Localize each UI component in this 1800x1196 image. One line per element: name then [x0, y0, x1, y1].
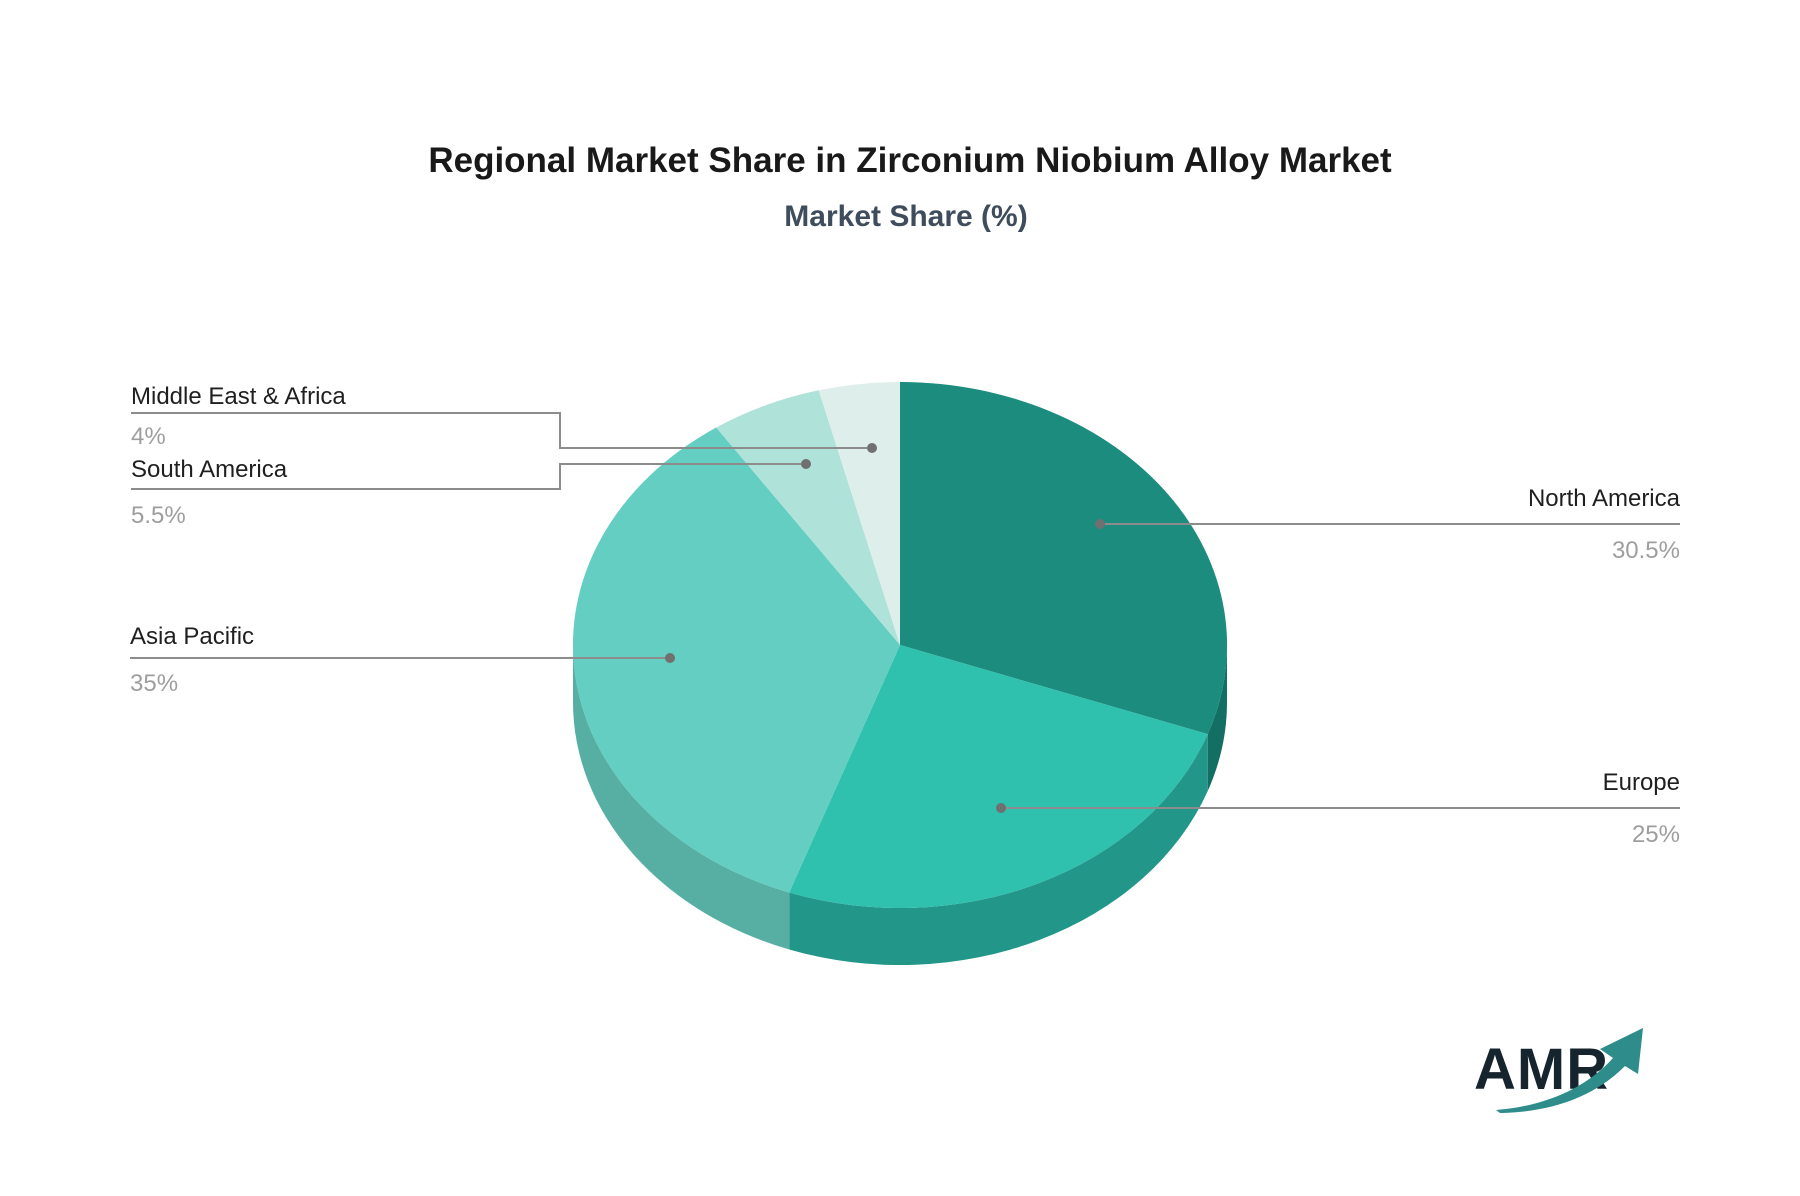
callout-middle-east-africa: Middle East & Africa 4% — [131, 383, 877, 453]
leader-dot-north-america — [1095, 519, 1105, 529]
slice-value-asia-pacific: 35% — [130, 670, 178, 697]
callout-north-america: North America 30.5% — [1095, 485, 1681, 564]
pie-slice-side-europe — [789, 734, 1208, 966]
pie-slice-south-america[interactable] — [716, 390, 900, 645]
leader-dot-asia-pacific — [665, 653, 675, 663]
leader-dot-europe — [996, 803, 1006, 813]
slice-value-middle-east-africa: 4% — [131, 423, 166, 450]
pie-slice-north-america[interactable] — [900, 382, 1228, 735]
slice-value-south-america: 5.5% — [131, 502, 186, 529]
callout-asia-pacific: Asia Pacific 35% — [130, 623, 675, 697]
pie-slice-side-asia-pacific — [573, 645, 790, 950]
chart-subtitle: Market Share (%) — [784, 200, 1027, 233]
slice-value-europe: 25% — [1632, 821, 1680, 848]
leader-dot-middle-east-africa — [867, 443, 877, 453]
slice-value-north-america: 30.5% — [1612, 537, 1680, 564]
pie — [572, 382, 1228, 966]
leader-line-south-america — [131, 463, 801, 490]
amr-logo: AMR — [1474, 1028, 1643, 1113]
pie-slice-asia-pacific[interactable] — [572, 427, 900, 893]
pie-slice-side-north-america — [1207, 645, 1228, 792]
slice-label-middle-east-africa: Middle East & Africa — [131, 383, 346, 410]
amr-logo-arrow-icon — [1496, 1028, 1643, 1113]
leader-dot-south-america — [801, 459, 811, 469]
pie-slice-europe[interactable] — [789, 645, 1208, 909]
slice-label-south-america: South America — [131, 456, 288, 483]
callout-europe: Europe 25% — [996, 769, 1680, 848]
leader-line-middle-east-africa — [131, 412, 867, 449]
slice-label-north-america: North America — [1528, 485, 1681, 512]
callout-south-america: South America 5.5% — [131, 456, 811, 529]
slice-label-europe: Europe — [1603, 769, 1680, 796]
chart-title: Regional Market Share in Zirconium Niobi… — [428, 141, 1392, 180]
slice-label-asia-pacific: Asia Pacific — [130, 623, 254, 650]
